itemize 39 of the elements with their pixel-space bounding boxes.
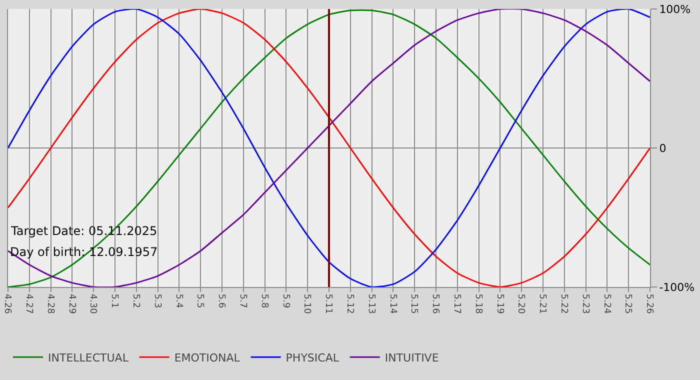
x-tick-label: 5.6 [216,294,226,308]
x-tick-label: 5.16 [430,294,440,314]
x-tick-label: 5.14 [387,294,398,314]
y-tick-label: -100% [659,280,695,294]
x-tick-label: 5.25 [622,294,633,314]
x-tick-label: 5.15 [408,294,419,314]
y-tick-label: 100% [659,2,691,16]
x-tick-label: 5.1 [109,294,120,308]
x-tick-label: 5.21 [537,294,548,314]
x-tick-label: 5.12 [344,294,354,314]
x-tick-label: 4.27 [23,294,34,314]
x-tick-label: 5.3 [152,294,162,308]
x-tick-label: 5.7 [237,294,248,308]
annotation: Day of birth: 12.09.1957 [10,245,158,259]
x-tick-label: 4.28 [44,294,55,314]
x-tick-label: 4.29 [66,294,76,314]
legend-label: INTUITIVE [384,351,439,364]
x-tick-label: 5.20 [516,294,526,314]
legend-label: EMOTIONAL [174,351,241,364]
x-tick-label: 5.18 [472,294,483,314]
x-tick-label: 5.13 [366,294,376,314]
x-tick-label: 5.9 [280,294,290,308]
legend-label: INTELLECTUAL [48,351,130,364]
x-tick-label: 5.17 [451,294,462,314]
x-tick-label: 5.19 [494,294,504,314]
x-tick-label: 5.2 [130,294,140,308]
legend-label: PHYSICAL [286,351,340,364]
x-tick-label: 5.5 [194,294,205,308]
x-tick-label: 5.8 [258,294,269,308]
x-tick-label: 5.4 [173,294,184,308]
x-tick-label: 5.22 [558,294,568,314]
x-tick-label: 4.30 [88,294,98,314]
x-tick-label: 5.23 [580,294,590,314]
x-tick-label: 5.26 [644,294,654,314]
x-tick-label: 5.11 [323,294,334,314]
y-tick-label: 0 [659,142,666,155]
x-tick-label: 4.26 [2,294,12,314]
x-tick-label: 5.10 [302,294,312,314]
x-tick-label: 5.24 [601,294,612,314]
